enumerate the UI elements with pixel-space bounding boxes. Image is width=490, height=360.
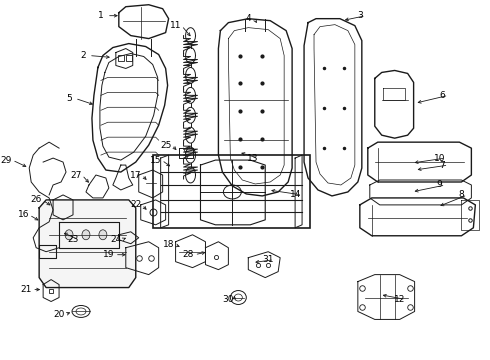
Text: 13: 13 bbox=[246, 154, 258, 163]
Ellipse shape bbox=[99, 230, 107, 240]
Polygon shape bbox=[39, 200, 136, 288]
Text: 4: 4 bbox=[245, 14, 251, 23]
Text: 17: 17 bbox=[130, 171, 142, 180]
Text: 15: 15 bbox=[150, 156, 161, 165]
Text: 14: 14 bbox=[291, 190, 302, 199]
Ellipse shape bbox=[65, 230, 73, 240]
Text: 8: 8 bbox=[459, 190, 465, 199]
Text: 26: 26 bbox=[30, 195, 42, 204]
Text: 6: 6 bbox=[440, 91, 445, 100]
Text: 27: 27 bbox=[70, 171, 82, 180]
Text: 5: 5 bbox=[66, 94, 72, 103]
Text: 31: 31 bbox=[263, 255, 274, 264]
Text: 7: 7 bbox=[440, 161, 445, 170]
Text: 3: 3 bbox=[357, 11, 363, 20]
Text: 30: 30 bbox=[222, 295, 234, 304]
Text: 23: 23 bbox=[67, 235, 79, 244]
Text: 19: 19 bbox=[103, 250, 115, 259]
Text: 2: 2 bbox=[80, 51, 86, 60]
Text: 22: 22 bbox=[130, 201, 142, 210]
Text: 11: 11 bbox=[170, 21, 181, 30]
Text: 1: 1 bbox=[98, 11, 104, 20]
Text: 9: 9 bbox=[437, 180, 442, 189]
Text: 21: 21 bbox=[21, 285, 32, 294]
Text: 24: 24 bbox=[110, 235, 122, 244]
Text: 18: 18 bbox=[163, 240, 174, 249]
Text: 25: 25 bbox=[160, 141, 172, 150]
Text: 10: 10 bbox=[434, 154, 445, 163]
Text: 28: 28 bbox=[183, 250, 194, 259]
Ellipse shape bbox=[82, 230, 90, 240]
Text: 20: 20 bbox=[53, 310, 65, 319]
Bar bbox=[153, 155, 310, 228]
Text: 29: 29 bbox=[0, 156, 12, 165]
Text: 12: 12 bbox=[394, 295, 405, 304]
Text: 16: 16 bbox=[18, 210, 29, 219]
